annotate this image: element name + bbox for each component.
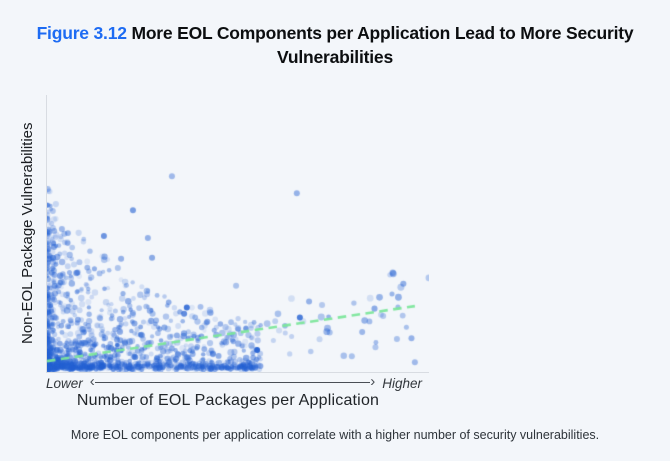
figure-title-text: More EOL Components per Application Lead… bbox=[131, 23, 634, 67]
x-axis-low-label: Lower bbox=[46, 375, 83, 391]
x-axis-title: Number of EOL Packages per Application bbox=[76, 392, 380, 409]
arrow-right-head-icon: › bbox=[370, 373, 376, 390]
arrow-left-head-icon: ‹ bbox=[89, 373, 95, 390]
scatter-plot-area bbox=[46, 95, 429, 373]
x-axis-high-label: Higher bbox=[382, 375, 422, 391]
range-arrow-icon: ‹ › bbox=[89, 373, 376, 390]
figure-caption: More EOL components per application corr… bbox=[70, 428, 600, 442]
figure-title: Figure 3.12 More EOL Components per Appl… bbox=[35, 21, 635, 69]
scatter-plot-canvas bbox=[47, 95, 429, 372]
y-axis-label: Non-EOL Package Vulnerabilities bbox=[19, 122, 36, 345]
arrow-line bbox=[94, 382, 371, 384]
x-axis-qualitative-row: Lower ‹ › Higher bbox=[46, 374, 422, 392]
figure-number-label: Figure 3.12 bbox=[36, 23, 127, 43]
